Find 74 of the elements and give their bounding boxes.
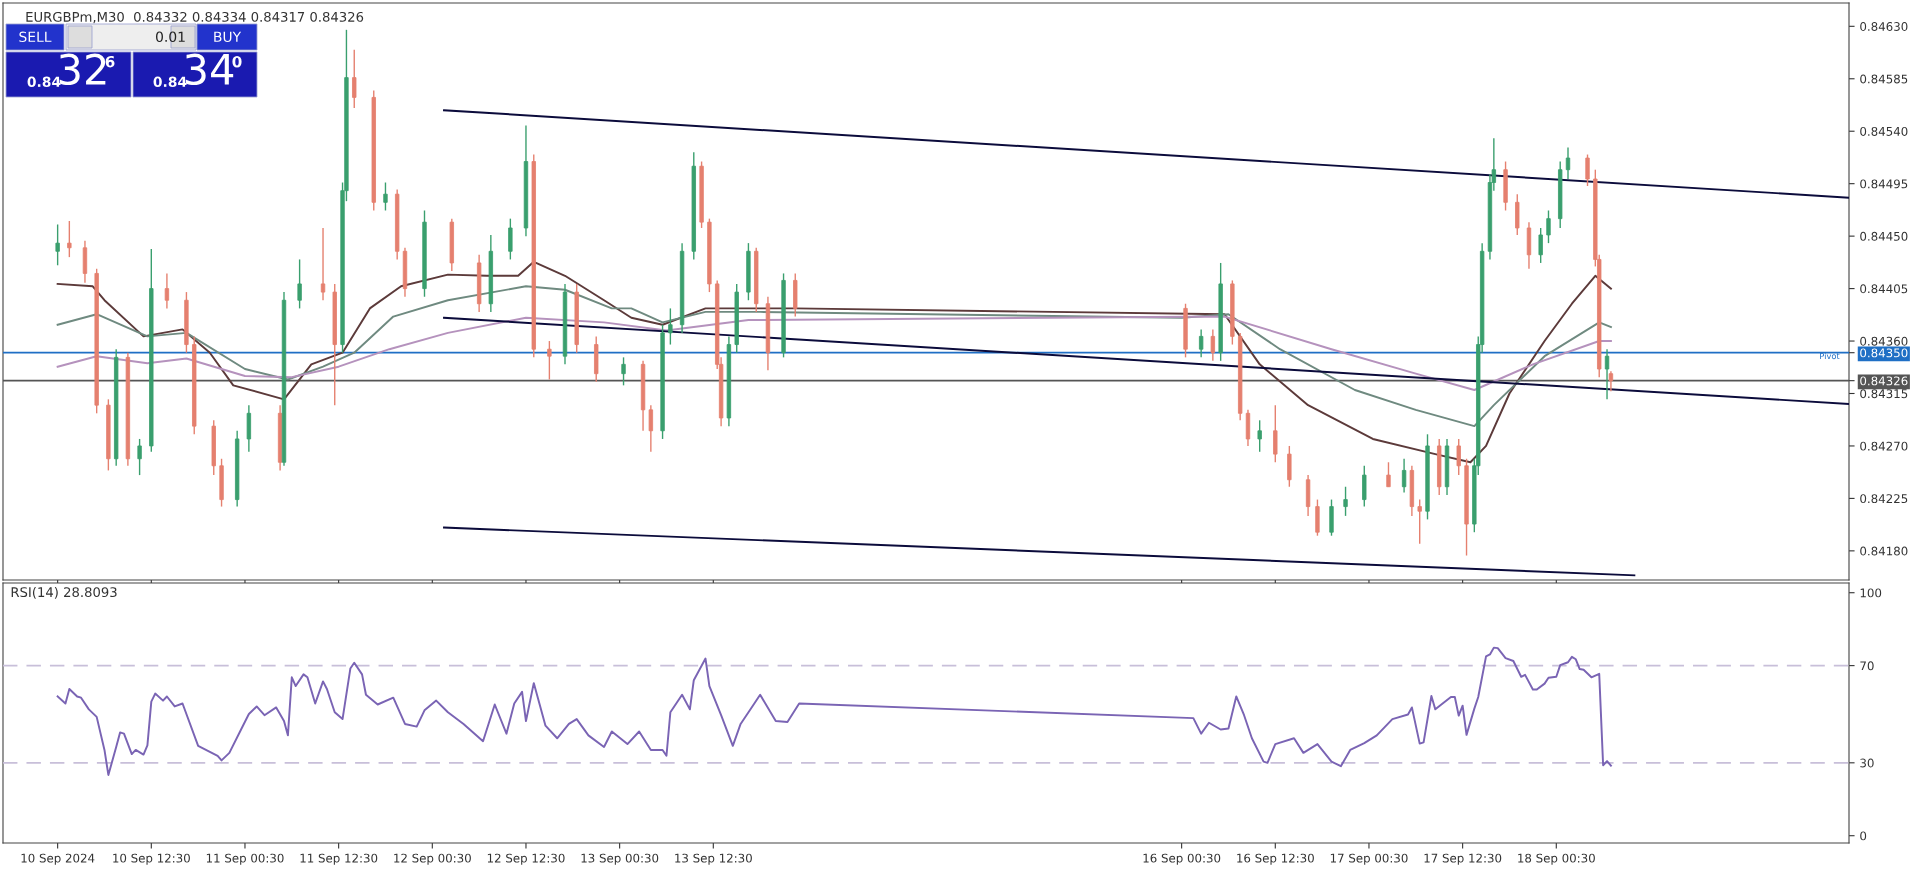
x-tick-label: 10 Sep 12:30	[113, 853, 190, 865]
y-tick-label: 0.84180	[1860, 546, 1908, 556]
y-tick-label: 0.84450	[1860, 231, 1908, 241]
y-tick-label: 0.84225	[1860, 494, 1908, 504]
annotation: 0	[232, 55, 242, 68]
x-tick-label: 12 Sep 12:30	[487, 853, 565, 865]
y-tick-label: 70	[1860, 661, 1874, 671]
line-series	[56, 646, 1612, 776]
annotation: SELL	[19, 31, 52, 43]
line-series	[56, 315, 1612, 391]
candlestick	[621, 356, 626, 387]
line-series	[56, 285, 1612, 428]
candlestick	[1608, 370, 1614, 392]
candlestick	[1210, 328, 1216, 362]
candlestick	[1386, 461, 1391, 488]
x-tick-label: 11 Sep 00:30	[206, 853, 284, 865]
candlestick	[320, 227, 326, 301]
candlestick	[668, 307, 673, 346]
x-tick-label: 12 Sep 00:30	[394, 853, 471, 865]
x-tick-label: 16 Sep 12:30	[1237, 853, 1314, 865]
x-tick-label: 17 Sep 00:30	[1330, 853, 1408, 865]
chart-title: RSI(14) 28.8093	[11, 586, 117, 599]
annotation: 34	[185, 53, 234, 86]
candlestick	[297, 258, 302, 310]
candlestick	[1417, 498, 1422, 545]
y-tick-label: 0.84270	[1860, 441, 1908, 451]
candlestick	[547, 340, 552, 381]
text: EURGBPm,M30 0.84332 0.84334 0.84317 0.84326	[26, 11, 364, 24]
y-tick-label: 30	[1860, 758, 1874, 768]
y-tick-label: 0.84540	[1860, 126, 1908, 136]
x-tick-label: 18 Sep 00:30	[1518, 853, 1595, 865]
y-tick-label: 0	[1860, 831, 1867, 841]
annotation: 6	[105, 55, 115, 68]
y-tick-label: 0.84360	[1860, 336, 1908, 346]
x-tick-label: 10 Sep 2024	[21, 853, 95, 865]
candlestick	[383, 181, 388, 212]
x-tick-label: 13 Sep 00:30	[581, 853, 659, 865]
candlestick	[1273, 404, 1278, 463]
candlestick	[164, 272, 170, 310]
candlestick	[648, 404, 654, 453]
y-tick-label: 0.84495	[1860, 179, 1908, 189]
candlestick	[1585, 153, 1590, 187]
candlestick	[1343, 486, 1348, 517]
candlestick	[508, 217, 513, 261]
y-tick-label: 0.84326	[1860, 376, 1908, 386]
y-tick-label: 0.84585	[1860, 74, 1908, 84]
candlestick	[1604, 348, 1610, 401]
candlestick	[1456, 438, 1461, 476]
y-tick-label: 0.84315	[1860, 389, 1908, 399]
y-tick-label: 0.84405	[1860, 284, 1908, 294]
y-tick-label: 100	[1860, 588, 1882, 598]
annotation: 32	[59, 53, 106, 86]
x-tick-label: 16 Sep 00:30	[1143, 853, 1221, 865]
annotation: 0.84	[27, 76, 61, 88]
x-tick-label: 17 Sep 12:30	[1424, 853, 1502, 865]
line-series	[56, 260, 1612, 464]
candlestick	[1401, 458, 1407, 494]
y-tick-label: 0.84630	[1860, 22, 1908, 31]
candlestick	[137, 438, 142, 476]
candlestick	[1198, 328, 1204, 359]
annotation: BUY	[214, 31, 242, 43]
candlestick	[1565, 146, 1571, 180]
candlestick	[1546, 209, 1551, 244]
candlestick	[55, 223, 60, 266]
candlestick	[352, 48, 357, 109]
x-tick-label: 11 Sep 12:30	[300, 853, 378, 865]
x-tick-label: 13 Sep 12:30	[675, 853, 752, 865]
candlestick	[1538, 227, 1543, 264]
candlestick	[67, 220, 72, 258]
y-tick-label: 0.84350	[1860, 348, 1908, 358]
candlestick	[1257, 419, 1262, 453]
ref-line-label: Pivot	[1820, 352, 1840, 360]
annotation: 0.84	[153, 76, 187, 88]
annotation: 0.01	[155, 31, 185, 43]
